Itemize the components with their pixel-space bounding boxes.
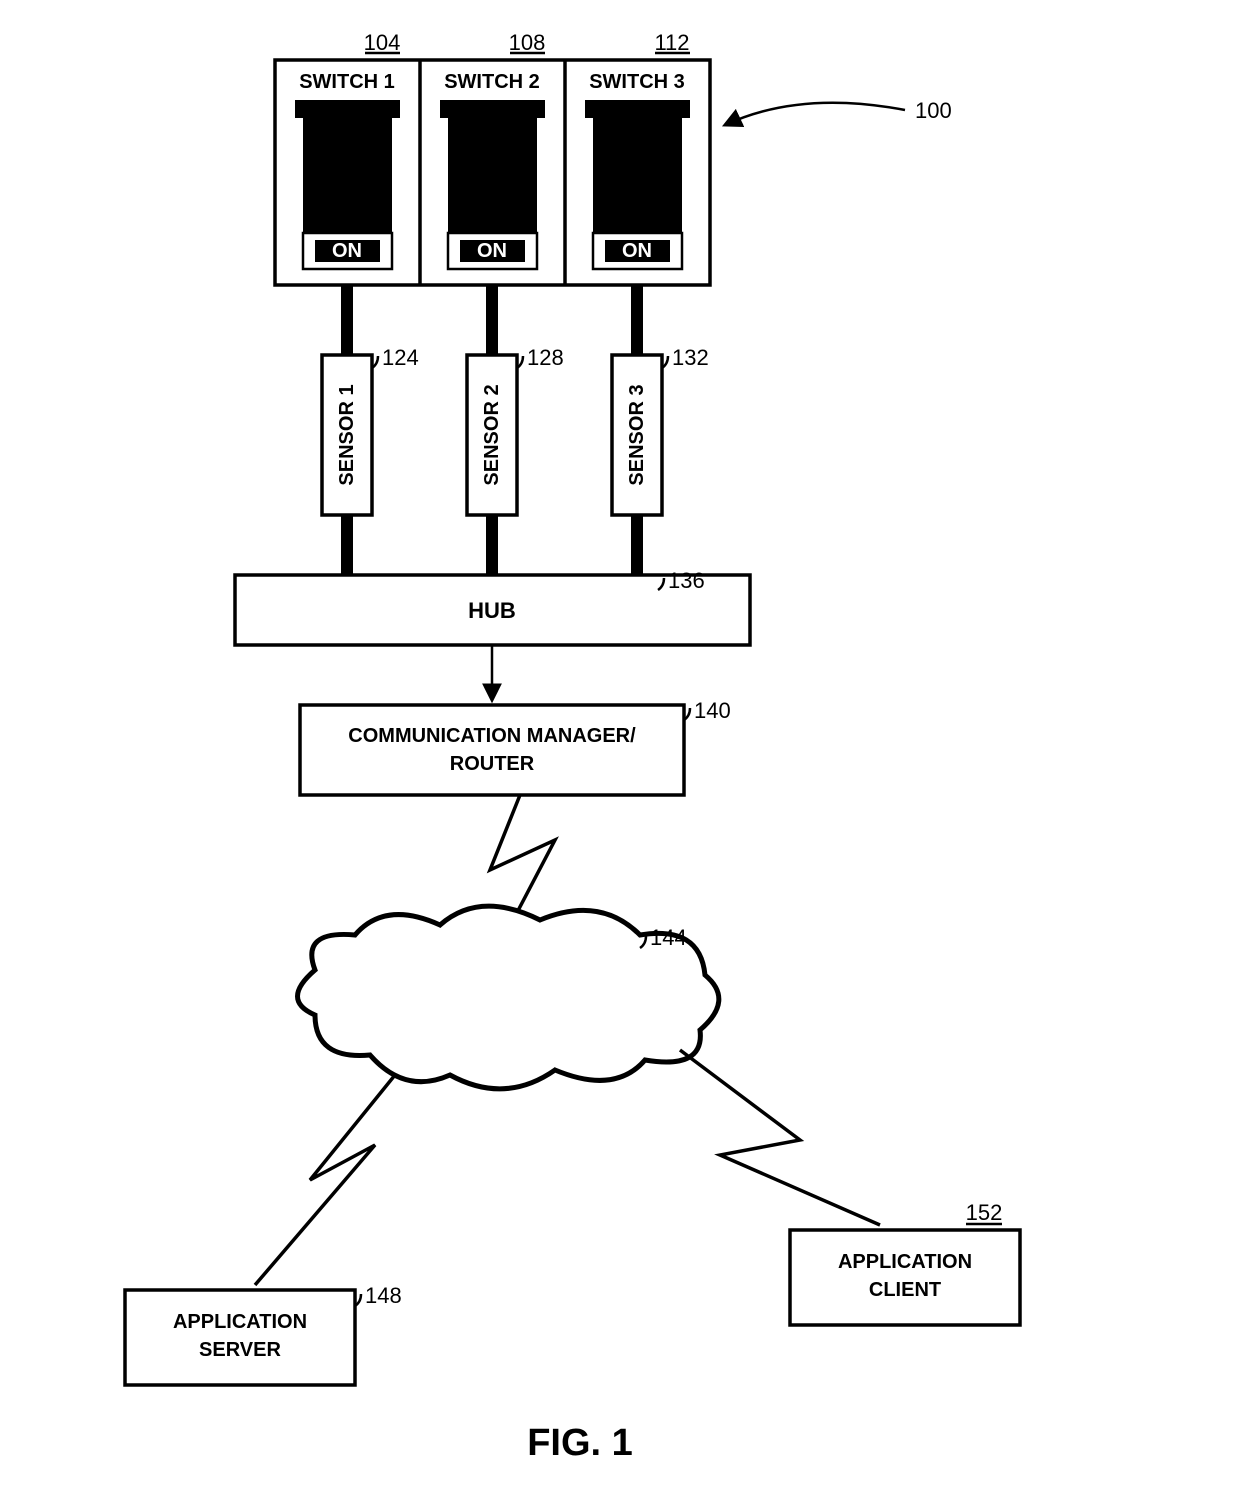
switch-panel: 104 108 112 SWITCH 1 SWITCH 2 SWITCH 3 O… [275,30,710,285]
hub-label: HUB [468,598,516,623]
cloud-ref: 144 [650,925,687,950]
switch-3-state: ON [622,240,652,262]
link-cloud-client [680,1050,880,1225]
sensor-1: SENSOR 1 124 [322,345,419,515]
switch-2-breaker: ON [440,100,545,269]
app-server-label-2: SERVER [199,1339,281,1361]
sensor-3-ref: 132 [672,345,709,370]
switch-3-breaker: ON [585,100,690,269]
app-client: APPLICATION CLIENT 152 [790,1200,1020,1325]
sensor-3-label: SENSOR 3 [626,384,648,485]
switch-1-label: SWITCH 1 [299,71,395,93]
figure-label: FIG. 1 [527,1422,633,1464]
app-client-label-1: APPLICATION [838,1251,972,1273]
switch-1-ref: 104 [364,30,401,55]
system-diagram: 104 108 112 SWITCH 1 SWITCH 2 SWITCH 3 O… [0,0,1240,1491]
panel-ref: 100 [915,98,952,123]
sensor-1-label: SENSOR 1 [336,384,358,485]
hub: HUB 136 [235,568,750,645]
switch-2-label: SWITCH 2 [444,71,540,93]
comm-manager-ref: 140 [694,698,731,723]
app-client-label-2: CLIENT [869,1279,941,1301]
sensor-2: SENSOR 2 128 [467,345,564,515]
app-server-ref: 148 [365,1283,402,1308]
app-server: APPLICATION SERVER 148 [125,1283,402,1385]
comm-manager: COMMUNICATION MANAGER/ ROUTER 140 [300,698,731,795]
switch-3-ref: 112 [654,30,689,55]
sensor-2-label: SENSOR 2 [481,384,503,485]
cloud: 144 [298,906,719,1089]
panel-ref-pointer: 100 [725,98,952,125]
app-server-label-1: APPLICATION [173,1311,307,1333]
comm-manager-label-2: ROUTER [450,753,535,775]
sensor-3: SENSOR 3 132 [612,345,709,515]
switch-2-ref: 108 [509,30,546,55]
switch-3-label: SWITCH 3 [589,71,685,93]
hub-ref: 136 [668,568,705,593]
switch-1-breaker: ON [295,100,400,269]
switch-2-state: ON [477,240,507,262]
sensor-1-ref: 124 [382,345,419,370]
comm-manager-label-1: COMMUNICATION MANAGER/ [348,725,636,747]
switch-1-state: ON [332,240,362,262]
link-cloud-server [255,1075,395,1285]
app-client-ref: 152 [966,1200,1003,1225]
sensor-2-ref: 128 [527,345,564,370]
